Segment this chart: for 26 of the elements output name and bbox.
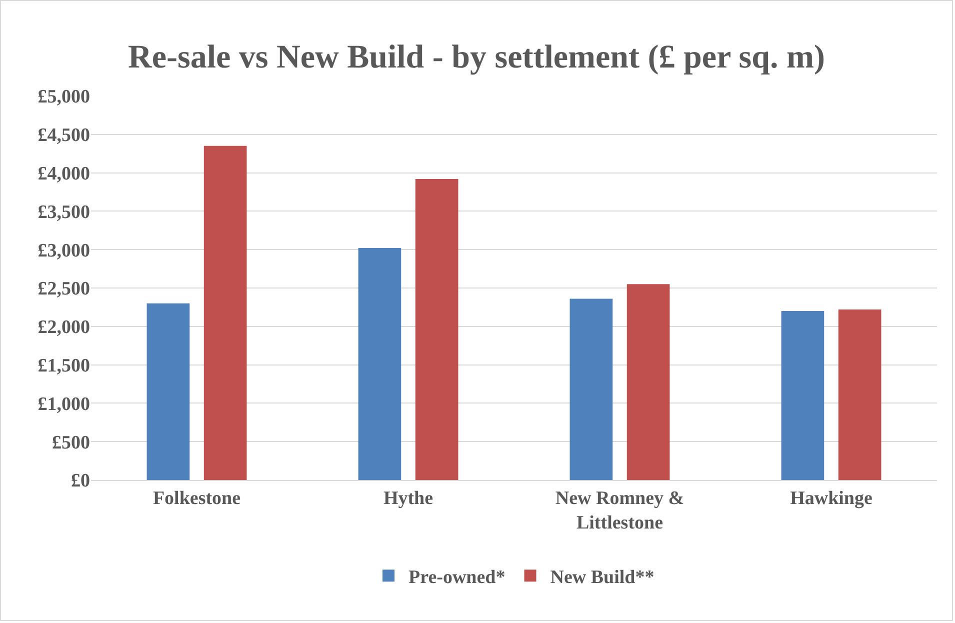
y-tick-label: £0	[71, 470, 90, 492]
y-tick-label: £2,000	[38, 317, 90, 338]
y-tick-label: £5,000	[38, 86, 90, 108]
y-tick-label: £4,000	[38, 163, 90, 184]
y-tick-label: £3,500	[38, 202, 90, 223]
legend-label: Pre-owned*	[408, 567, 506, 588]
bar	[626, 284, 670, 480]
bar	[570, 298, 613, 480]
bar	[358, 248, 402, 480]
bar	[415, 178, 458, 480]
x-tick-label: Hawkinge	[790, 488, 872, 509]
x-tick-label: Hythe	[383, 488, 434, 509]
chart-title: Re-sale vs New Build - by settlement (£ per sq. m)	[128, 39, 825, 76]
y-tick-label: £4,500	[38, 125, 90, 146]
y-tick-label: £1,500	[38, 355, 90, 376]
x-tick-label: Folkestone	[152, 488, 241, 509]
bar	[781, 311, 824, 480]
y-tick-label: £500	[52, 432, 90, 454]
legend-label: New Build**	[550, 567, 654, 588]
y-tick-label: £2,500	[38, 278, 90, 300]
bar	[204, 146, 247, 480]
x-tick-label: New Romney & Littlestone	[555, 488, 684, 534]
bar	[838, 310, 882, 480]
y-tick-label: £3,000	[38, 240, 90, 262]
y-tick-label: £1,000	[38, 394, 90, 415]
bar	[146, 303, 190, 480]
